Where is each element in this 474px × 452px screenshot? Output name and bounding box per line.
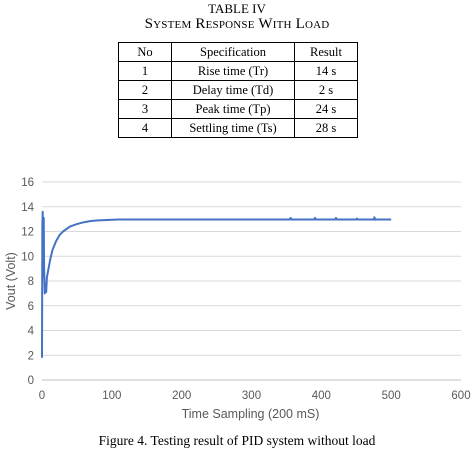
figure-caption: Figure 4. Testing result of PID system w…: [98, 433, 376, 448]
header-result: Result: [294, 42, 358, 62]
cell-result: 28 s: [294, 118, 358, 138]
x-tick-label: 600: [451, 390, 470, 402]
cell-result: 14 s: [294, 61, 358, 81]
y-tick-label: 0: [28, 375, 34, 387]
x-axis-label: Time Sampling (200 mS): [182, 407, 320, 421]
y-tick-label: 8: [28, 276, 34, 288]
y-tick-label: 6: [28, 301, 34, 313]
cell-result: 2 s: [294, 80, 358, 100]
table-title: System Response With Load: [144, 16, 330, 32]
y-tick-label: 10: [21, 251, 34, 263]
table-row: 2 Delay time (Td) 2 s: [118, 80, 358, 100]
response-chart: 0 2 4 6 8 10 12 14 16 0 100 200 300 400 500 600 Time Sam…: [4, 177, 471, 421]
table-header-row: No Specification Result: [118, 42, 358, 62]
y-tick-label: 14: [21, 202, 34, 214]
y-tick-label: 2: [28, 350, 34, 362]
cell-specification: Settling time (Ts): [171, 118, 295, 138]
x-tick-label: 300: [242, 390, 261, 402]
x-tick-label: 500: [382, 390, 401, 402]
y-tick-label: 16: [21, 177, 34, 189]
x-tick-label: 400: [312, 390, 331, 402]
cell-specification: Rise time (Tr): [171, 61, 295, 81]
y-axis-label: Vout (Volt): [4, 252, 18, 310]
cell-no: 1: [118, 61, 172, 81]
cell-no: 3: [118, 99, 172, 119]
cell-no: 4: [118, 118, 172, 138]
table-row: 4 Settling time (Ts) 28 s: [118, 118, 358, 138]
table-row: 3 Peak time (Tp) 24 s: [118, 99, 358, 119]
y-tick-label: 4: [28, 326, 35, 338]
series-line: [41, 210, 392, 358]
x-tick-label: 0: [39, 390, 45, 402]
cell-specification: Peak time (Tp): [171, 99, 295, 119]
header-specification: Specification: [171, 42, 295, 62]
cell-specification: Delay time (Td): [171, 80, 295, 100]
y-tick-label: 12: [21, 227, 34, 239]
header-no: No: [118, 42, 172, 62]
table-row: 1 Rise time (Tr) 14 s: [118, 61, 358, 81]
x-tick-label: 200: [172, 390, 191, 402]
table-label: TABLE IV: [208, 1, 266, 16]
cell-result: 24 s: [294, 99, 358, 119]
x-tick-label: 100: [102, 390, 121, 402]
cell-no: 2: [118, 80, 172, 100]
spec-table: No Specification Result 1 Rise time (Tr)…: [118, 42, 358, 138]
